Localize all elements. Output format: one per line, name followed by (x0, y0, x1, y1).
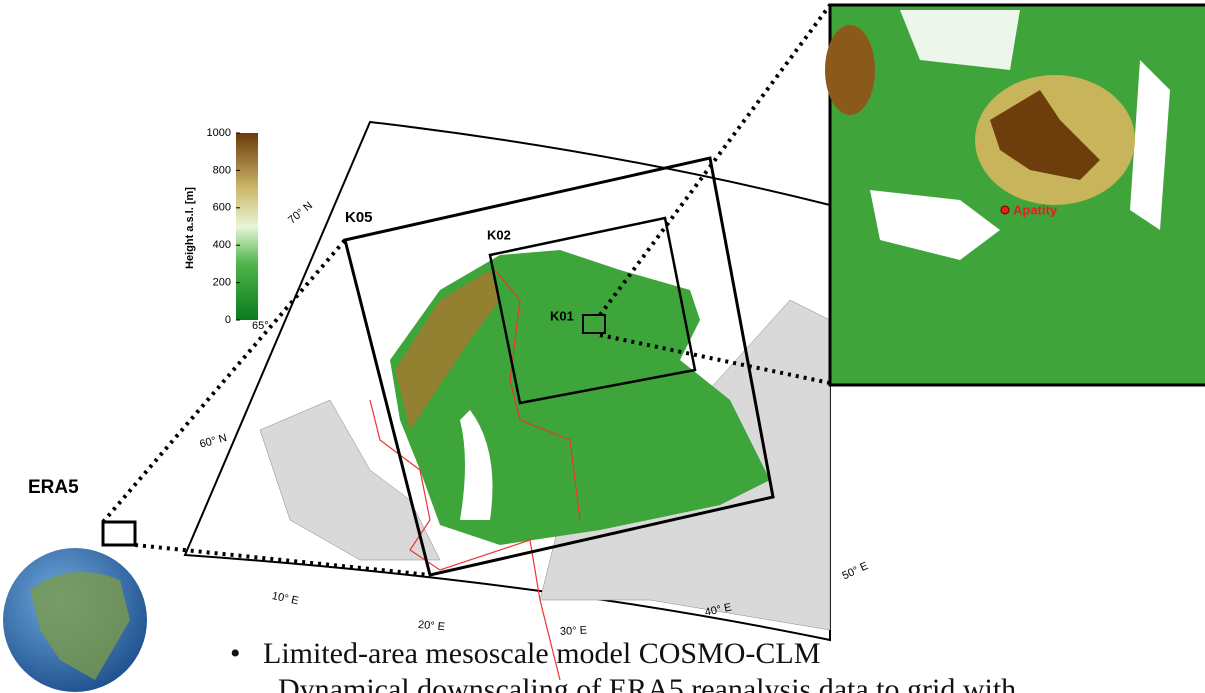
colorbar (236, 133, 258, 320)
colorbar-tick-label: 400 (213, 239, 231, 251)
lon-label: 30° E (560, 624, 588, 637)
inset-mountain (825, 25, 875, 115)
colorbar-tick-label: 1000 (207, 127, 231, 139)
globe-box (103, 522, 135, 545)
colorbar-tick-label: 200 (213, 277, 231, 289)
lon-label: 50° E (840, 560, 870, 582)
bullet-text: Limited-area mesoscale model COSMO-CLM (263, 637, 820, 670)
globe-label: ERA5 (28, 477, 79, 498)
domain-label: K01 (550, 308, 574, 323)
bullet-text: Dynamical downscaling of ERA5 reanalysis… (278, 673, 1016, 693)
lon-label: 10° E (271, 590, 300, 607)
station-dot (1001, 206, 1009, 214)
colorbar-tick-label: 0 (225, 314, 231, 326)
lat-label: 70° N (286, 200, 315, 227)
lat-label: 65° (252, 320, 269, 332)
domain-label: K05 (345, 209, 373, 226)
domain-label: K02 (487, 227, 511, 242)
colorbar-tick-label: 600 (213, 202, 231, 214)
colorbar-tick-label: 800 (213, 164, 231, 176)
figure: ERA5 K05 K02 K01 Apatity 0 200 400 600 800 1000 Hei… (0, 0, 1205, 693)
lat-label: 60° N (198, 432, 228, 451)
bullet: • Limited-area mesoscale model COSMO-CLM (230, 637, 820, 671)
lon-label: 20° E (417, 619, 445, 633)
station-label: Apatity (1013, 202, 1058, 217)
colorbar-label: Height a.s.l. [m] (184, 187, 196, 269)
slide: ERA5 K05 K02 K01 Apatity 0 200 400 600 800 1000 Hei… (0, 0, 1205, 693)
